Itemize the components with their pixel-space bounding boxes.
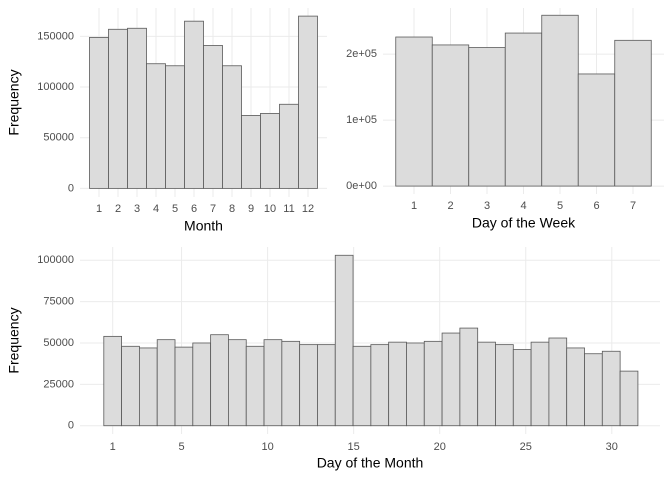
- y-tick-label: 150000: [37, 30, 74, 42]
- x-tick-label: 7: [210, 203, 216, 215]
- bar: [577, 73, 616, 187]
- x-tick-label: 9: [248, 203, 254, 215]
- bar: [495, 344, 514, 427]
- bar: [108, 28, 128, 189]
- x-tick-label: 2: [447, 200, 453, 212]
- bar: [530, 341, 550, 427]
- y-tick-label: 2e+05: [346, 48, 377, 60]
- y-axis-title: Frequency: [6, 69, 22, 135]
- x-tick-label: 5: [178, 441, 184, 453]
- bar: [192, 342, 212, 427]
- x-tick-label: 10: [264, 203, 276, 215]
- x-tick-label: 6: [593, 200, 599, 212]
- y-tick-label: 25000: [43, 378, 74, 390]
- bar: [203, 45, 223, 189]
- bar: [459, 327, 479, 427]
- bar: [441, 332, 461, 427]
- bar: [121, 345, 140, 427]
- bar: [127, 27, 147, 189]
- x-tick-label: 1: [96, 203, 102, 215]
- y-tick-label: 50000: [43, 337, 74, 349]
- x-tick-label: 6: [191, 203, 197, 215]
- bar: [245, 345, 265, 427]
- x-tick-label: 4: [153, 203, 159, 215]
- x-tick-label: 15: [348, 441, 360, 453]
- x-tick-label: 3: [134, 203, 140, 215]
- bar: [174, 346, 194, 427]
- bar: [260, 112, 280, 189]
- y-tick-label: 0: [68, 420, 74, 432]
- bar: [317, 344, 336, 427]
- bar: [241, 115, 261, 189]
- bar: [263, 339, 283, 427]
- bar: [566, 347, 585, 427]
- bar: [584, 353, 603, 427]
- x-tick-label: 2: [115, 203, 121, 215]
- bar: [423, 340, 443, 427]
- y-tick-label: 0e+00: [346, 180, 377, 192]
- bar: [222, 65, 242, 189]
- x-axis-title: Day of the Week: [472, 215, 576, 231]
- bar: [512, 349, 532, 427]
- bar: [281, 340, 301, 427]
- bar: [352, 345, 372, 427]
- x-tick-label: 7: [630, 200, 636, 212]
- x-tick-label: 5: [557, 200, 563, 212]
- bar: [165, 65, 185, 189]
- bar: [228, 339, 247, 427]
- bar: [504, 32, 543, 187]
- y-tick-label: 75000: [43, 296, 74, 308]
- bar: [299, 344, 318, 427]
- x-tick-label: 3: [484, 200, 490, 212]
- bar: [395, 36, 433, 187]
- bar: [468, 47, 506, 187]
- x-tick-label: 5: [172, 203, 178, 215]
- x-axis-title: Month: [184, 218, 223, 234]
- bar: [601, 350, 621, 427]
- bar: [279, 103, 299, 189]
- x-tick-label: 25: [520, 441, 532, 453]
- bar: [388, 341, 407, 427]
- bar: [370, 344, 390, 427]
- bar: [89, 36, 109, 189]
- bar: [477, 341, 496, 427]
- x-tick-label: 8: [229, 203, 235, 215]
- bar: [184, 20, 204, 189]
- x-tick-label: 11: [283, 203, 294, 215]
- bar: [619, 370, 639, 427]
- bar: [103, 335, 122, 427]
- y-tick-label: 1e+05: [346, 114, 377, 126]
- y-axis-title: Frequency: [6, 307, 22, 373]
- bar: [156, 339, 176, 427]
- bar: [548, 337, 568, 427]
- bar: [431, 44, 470, 187]
- x-tick-label: 10: [261, 441, 273, 453]
- x-tick-label: 4: [520, 200, 526, 212]
- bar: [334, 254, 354, 427]
- x-tick-label: 20: [434, 441, 446, 453]
- y-tick-label: 100000: [37, 254, 74, 266]
- x-tick-label: 1: [110, 441, 116, 453]
- x-tick-label: 1: [411, 200, 417, 212]
- x-tick-label: 12: [302, 203, 314, 215]
- bar: [614, 39, 652, 187]
- bar: [139, 347, 158, 427]
- bar: [541, 14, 579, 187]
- x-axis-title: Day of the Month: [317, 455, 424, 471]
- bar: [146, 63, 166, 189]
- bar: [210, 334, 229, 427]
- y-tick-label: 50000: [43, 132, 74, 144]
- bar: [298, 15, 318, 189]
- y-tick-label: 0: [68, 182, 74, 194]
- x-tick-label: 30: [606, 441, 618, 453]
- bar: [406, 342, 425, 427]
- y-tick-label: 100000: [37, 81, 74, 93]
